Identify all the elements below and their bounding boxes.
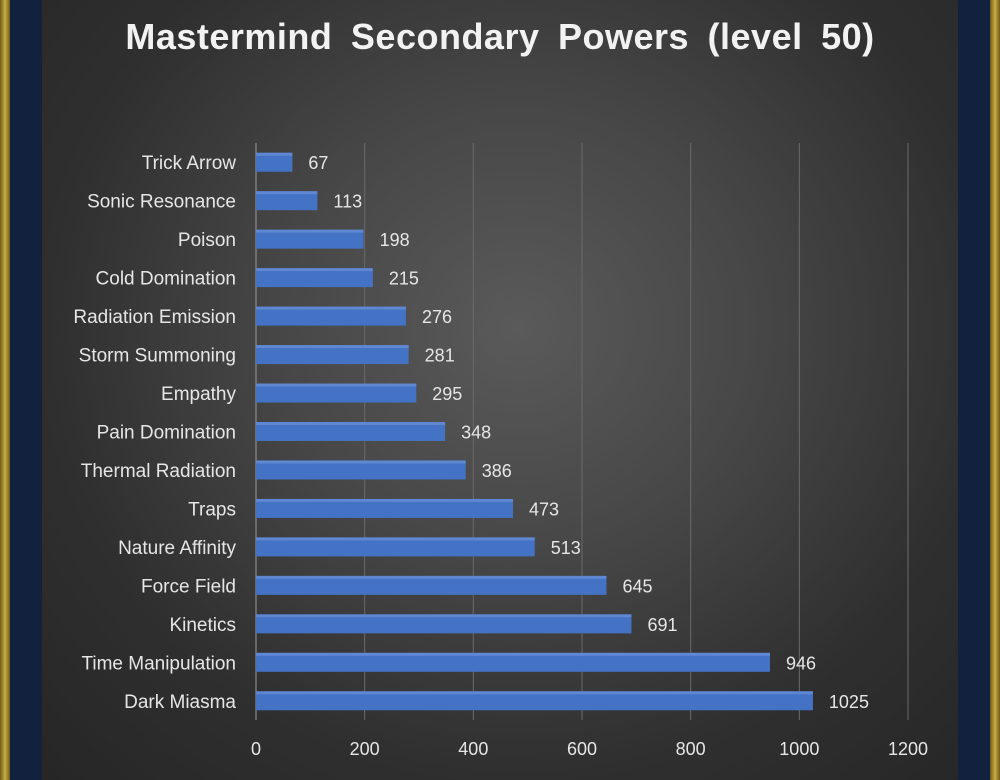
category-label: Cold Domination bbox=[96, 269, 236, 290]
bar-time-manipulation bbox=[256, 652, 770, 672]
bar-traps bbox=[256, 498, 513, 518]
category-label: Traps bbox=[188, 499, 236, 520]
bar-storm-summoning bbox=[256, 345, 409, 365]
category-label: Kinetics bbox=[169, 615, 236, 636]
bar-empathy bbox=[256, 383, 417, 403]
bar-dark-miasma bbox=[256, 691, 813, 711]
bar-highlight bbox=[256, 691, 813, 695]
category-label: Dark Miasma bbox=[124, 692, 236, 713]
bar-highlight bbox=[256, 152, 293, 156]
category-label: Pain Domination bbox=[97, 423, 236, 444]
value-label: 215 bbox=[389, 269, 419, 289]
bar-highlight bbox=[256, 460, 466, 464]
bar-sonic-resonance bbox=[256, 191, 318, 211]
x-tick-label: 1200 bbox=[888, 739, 928, 759]
bar-nature-affinity bbox=[256, 537, 535, 557]
gold-border-left bbox=[0, 0, 10, 780]
bar-highlight bbox=[256, 537, 535, 541]
bar-thermal-radiation bbox=[256, 460, 466, 480]
category-label: Empathy bbox=[161, 384, 236, 405]
value-label: 645 bbox=[622, 576, 652, 596]
value-label: 513 bbox=[551, 538, 581, 558]
x-tick-label: 400 bbox=[458, 739, 488, 759]
value-label: 691 bbox=[647, 615, 677, 635]
value-label: 295 bbox=[432, 384, 462, 404]
value-label: 473 bbox=[529, 499, 559, 519]
x-tick-label: 200 bbox=[350, 739, 380, 759]
bar-highlight bbox=[256, 422, 446, 425]
bar-cold-domination bbox=[256, 268, 373, 288]
bar-pain-domination bbox=[256, 422, 446, 441]
bar-highlight bbox=[256, 652, 770, 656]
labels: 0 200 400 600 800 1000 1200 Trick Arrow 67 Sonic … bbox=[73, 153, 928, 759]
chart-title: Mastermind Secondary Powers (level 50) bbox=[125, 16, 875, 57]
category-label: Nature Affinity bbox=[118, 538, 236, 559]
x-tick-label: 800 bbox=[676, 739, 706, 759]
bar-highlight bbox=[256, 498, 513, 502]
x-tick-label: 0 bbox=[251, 739, 261, 759]
chart-panel bbox=[42, 0, 958, 780]
category-label: Thermal Radiation bbox=[81, 461, 236, 482]
x-tick-label: 1000 bbox=[779, 739, 819, 759]
bar-highlight bbox=[256, 229, 364, 233]
category-label: Poison bbox=[178, 230, 236, 251]
value-label: 1025 bbox=[829, 692, 869, 712]
value-label: 67 bbox=[308, 153, 328, 173]
bar-radiation-emission bbox=[256, 306, 406, 326]
x-tick-label: 600 bbox=[567, 739, 597, 759]
value-label: 198 bbox=[380, 230, 410, 250]
bar-highlight bbox=[256, 575, 607, 579]
value-label: 386 bbox=[482, 461, 512, 481]
category-label: Time Manipulation bbox=[81, 653, 236, 674]
value-label: 113 bbox=[333, 192, 362, 212]
category-label: Storm Summoning bbox=[79, 346, 236, 367]
gold-border-right bbox=[990, 0, 1000, 780]
bar-kinetics bbox=[256, 614, 632, 634]
bar-trick-arrow bbox=[256, 152, 293, 172]
bar-highlight bbox=[256, 383, 417, 387]
value-label: 946 bbox=[786, 653, 816, 673]
bar-force-field bbox=[256, 575, 607, 595]
bar-highlight bbox=[256, 345, 409, 349]
bar-highlight bbox=[256, 306, 406, 310]
category-label: Sonic Resonance bbox=[87, 192, 236, 213]
bar-poison bbox=[256, 229, 364, 249]
value-label: 276 bbox=[422, 307, 452, 327]
bar-highlight bbox=[256, 268, 373, 272]
category-label: Radiation Emission bbox=[73, 307, 236, 328]
value-label: 281 bbox=[425, 346, 455, 366]
bar-highlight bbox=[256, 614, 632, 618]
bars bbox=[256, 152, 813, 711]
bar-highlight bbox=[256, 191, 318, 195]
category-label: Trick Arrow bbox=[142, 153, 237, 174]
category-label: Force Field bbox=[141, 576, 236, 597]
value-label: 348 bbox=[461, 423, 491, 443]
